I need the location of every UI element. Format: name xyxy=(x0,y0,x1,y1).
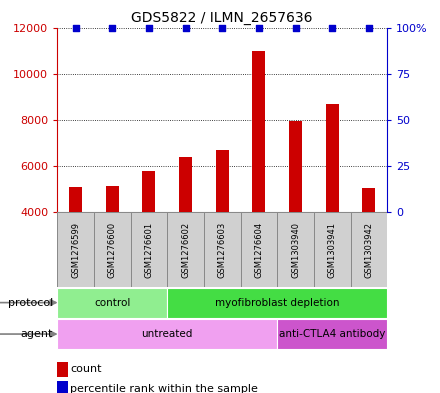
Bar xyxy=(167,212,204,287)
Bar xyxy=(57,288,167,318)
Bar xyxy=(179,157,192,212)
Text: count: count xyxy=(70,364,102,375)
Bar xyxy=(204,212,241,287)
Bar xyxy=(131,212,167,287)
Text: agent: agent xyxy=(20,329,53,339)
Text: GSM1276599: GSM1276599 xyxy=(71,222,80,277)
Bar xyxy=(277,319,387,349)
Bar xyxy=(241,212,277,287)
Point xyxy=(255,24,262,31)
Point xyxy=(329,24,336,31)
Bar xyxy=(216,150,229,212)
Bar xyxy=(253,51,265,212)
Text: GSM1276601: GSM1276601 xyxy=(144,222,154,277)
Text: GSM1276604: GSM1276604 xyxy=(254,222,264,277)
Bar xyxy=(57,212,94,287)
Text: myofibroblast depletion: myofibroblast depletion xyxy=(215,298,339,308)
Bar xyxy=(277,212,314,287)
Text: GSM1303942: GSM1303942 xyxy=(364,222,374,277)
Point xyxy=(365,24,372,31)
Bar xyxy=(69,187,82,212)
Bar xyxy=(94,212,131,287)
Text: protocol: protocol xyxy=(7,298,53,308)
Text: untreated: untreated xyxy=(142,329,193,339)
Bar xyxy=(326,104,339,212)
Bar xyxy=(167,288,387,318)
Bar xyxy=(363,188,375,212)
Bar xyxy=(106,185,119,212)
Bar xyxy=(143,171,155,212)
Title: GDS5822 / ILMN_2657636: GDS5822 / ILMN_2657636 xyxy=(132,11,313,25)
Text: GSM1276600: GSM1276600 xyxy=(108,222,117,277)
Bar xyxy=(289,121,302,212)
Text: GSM1276602: GSM1276602 xyxy=(181,222,190,277)
Point xyxy=(182,24,189,31)
Text: percentile rank within the sample: percentile rank within the sample xyxy=(70,384,258,393)
Point xyxy=(72,24,79,31)
Point xyxy=(219,24,226,31)
Point xyxy=(145,24,152,31)
Text: GSM1303941: GSM1303941 xyxy=(328,222,337,277)
Text: GSM1303940: GSM1303940 xyxy=(291,222,300,277)
Point xyxy=(109,24,116,31)
Text: control: control xyxy=(94,298,130,308)
Text: GSM1276603: GSM1276603 xyxy=(218,221,227,278)
Text: anti-CTLA4 antibody: anti-CTLA4 antibody xyxy=(279,329,385,339)
Point xyxy=(292,24,299,31)
Bar xyxy=(57,319,277,349)
Bar xyxy=(351,212,387,287)
Bar xyxy=(314,212,351,287)
